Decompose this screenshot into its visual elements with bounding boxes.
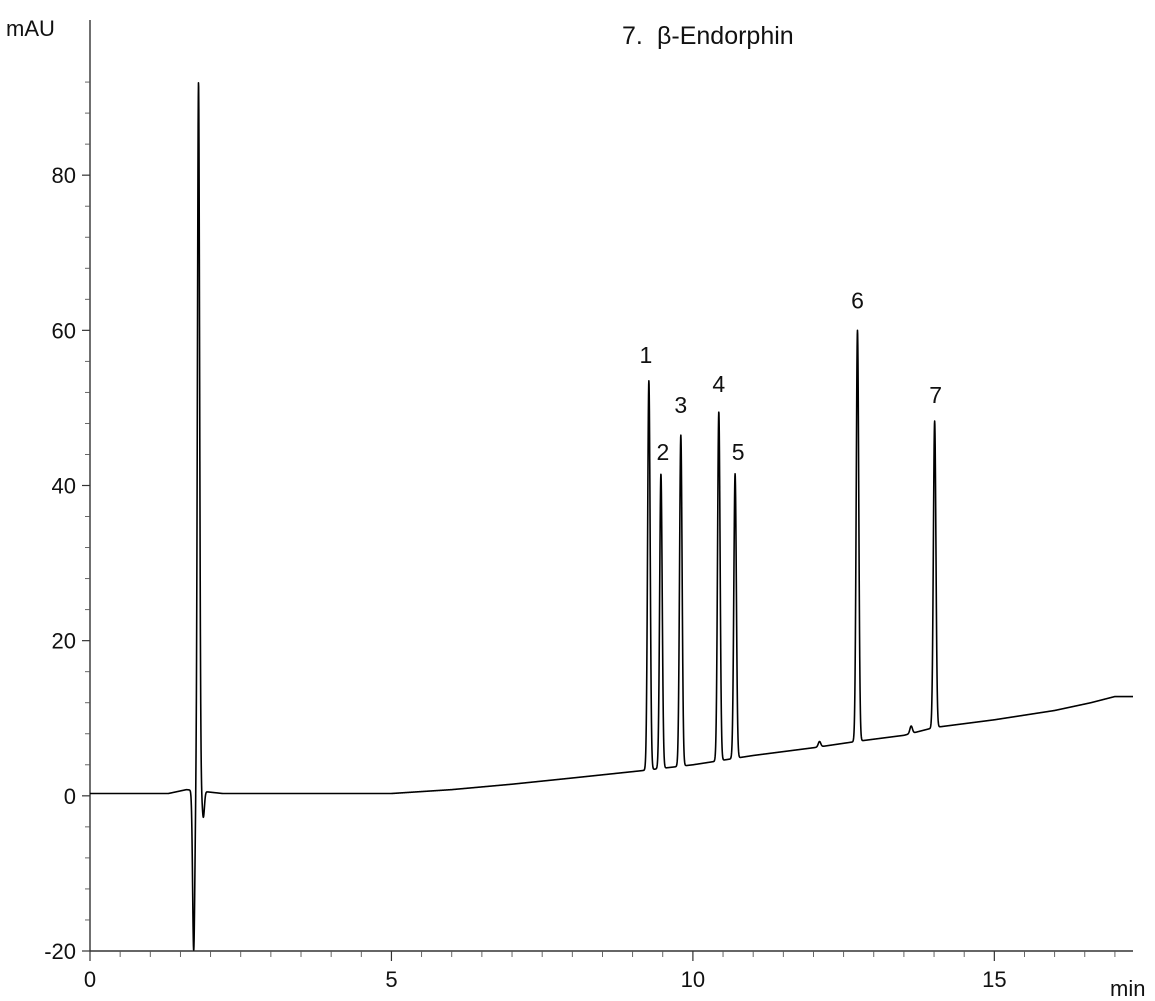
x-tick-label: 15 [982,967,1006,992]
axes [89,20,1133,952]
peak-label-3: 3 [674,392,687,418]
peak-label-1: 1 [639,342,652,368]
peak-label-6: 6 [851,287,864,313]
y-tick-label: 0 [64,784,76,809]
legend-entry-name: β-Endorphin [657,22,794,50]
peak-label-2: 2 [657,439,670,465]
peak-label-7: 7 [929,382,942,408]
legend-entry-number: 7. [622,22,643,50]
axis-ticks [82,81,1116,961]
legend: 7. β-Endorphin [622,22,794,50]
y-tick-label: 60 [52,318,76,343]
y-tick-label: -20 [44,939,76,964]
x-tick-label: 0 [84,967,96,992]
peak-label-5: 5 [732,439,745,465]
y-tick-label: 80 [52,163,76,188]
peak-label-4: 4 [712,371,725,397]
peak-labels: 1 234 5 6 7 [639,287,942,465]
y-tick-label: 40 [52,474,76,499]
y-tick-label: 20 [52,629,76,654]
x-axis-unit-label: min [1110,976,1145,1001]
x-tick-label: 10 [681,967,705,992]
x-tick-label: 5 [385,967,397,992]
chromatogram-trace [89,81,1134,951]
y-axis-unit-label: mAU [6,16,55,41]
